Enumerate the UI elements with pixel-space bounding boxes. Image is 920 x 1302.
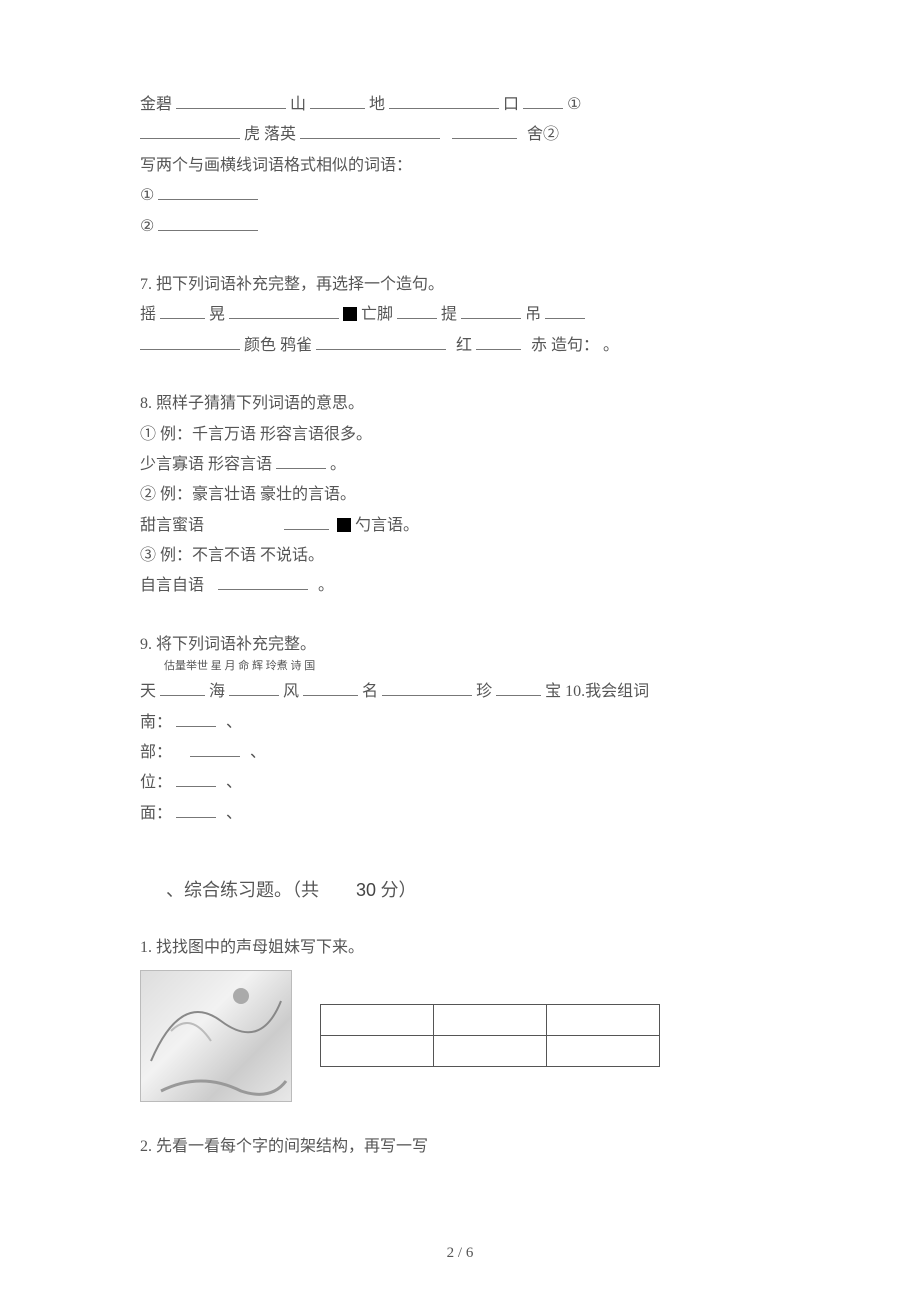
blank [303,682,358,697]
blank [300,125,440,140]
blank [140,125,240,140]
section-header-a: 、综合练习题。（共 [166,880,319,900]
blank [284,515,329,530]
q7-t1: 摇 [140,306,156,323]
s2-title: 2. 先看一看每个字的间架结构，再写一写 [140,1132,780,1162]
q6-ans1-label: ① [140,187,154,204]
blank [461,305,521,320]
blank [176,803,216,818]
section-points: 30 [356,880,376,900]
blank [452,125,517,140]
q9-r4: 面： [140,805,172,822]
s1-answer-table [320,1004,660,1067]
table-cell[interactable] [434,1004,547,1035]
blank [218,576,308,591]
table-cell[interactable] [321,1004,434,1035]
q7-t4: 提 [441,306,457,323]
blank [176,94,286,109]
s1-title: 1. 找找图中的声母姐妹写下来。 [140,933,780,963]
q7-t5: 吊 [525,306,541,323]
q7-title: 7. 把下列词语补充完整，再选择一个造句。 [140,270,780,300]
dot: 、 [250,744,266,761]
blank [382,682,472,697]
blank [476,335,521,350]
q7-l2-t2: 红 [456,337,472,354]
blank [158,186,258,201]
blank [523,94,563,109]
q9-t5: 珍 [476,683,492,700]
blank [229,305,339,320]
q9-t6: 宝 10.我会组词 [545,683,649,700]
blank [316,335,446,350]
q6-l2-w1: 虎 落英 [244,126,296,143]
section-header-b: 分） [381,880,417,900]
dot: 、 [226,714,242,731]
blank [160,305,205,320]
q8-title: 8. 照样子猜猜下列词语的意思。 [140,389,780,419]
table-cell[interactable] [434,1035,547,1066]
q9-r2: 部： [140,744,172,761]
s1-image [140,970,292,1102]
q8-l5: ③ 例：不言不语 不说话。 [140,541,780,571]
q9-t4: 名 [362,683,378,700]
black-square-icon [343,307,357,321]
blank [160,682,205,697]
q8-l6b: 。 [318,577,334,594]
q8-l3: ② 例：豪言壮语 豪壮的言语。 [140,480,780,510]
dot: 、 [226,774,242,791]
q8-l1: ① 例：千言万语 形容言语很多。 [140,420,780,450]
q8-l4b: 勺言语。 [355,517,419,534]
q6-word3: 地 [369,96,385,113]
q6-ans2-label: ② [140,218,154,235]
q9-r3: 位： [140,774,172,791]
blank [389,94,499,109]
q9-r1: 南： [140,714,172,731]
blank [496,682,541,697]
q8-l4a: 甜言蜜语 [140,517,204,534]
q9-t3: 风 [283,683,299,700]
q8-l6a: 自言自语 [140,577,204,594]
q8-l2a: 少言寡语 形容言语 [140,456,272,473]
black-square-icon [337,518,351,532]
q7-l2-t3: 赤 造句： 。 [531,337,619,354]
blank [176,773,216,788]
page-footer: 2 / 6 [0,1245,920,1262]
blank [158,216,258,231]
q6-circle1: ① [567,96,581,113]
blank [545,305,585,320]
table-cell[interactable] [547,1035,660,1066]
blank [176,712,216,727]
blank [397,305,437,320]
q7-t2: 晃 [209,306,225,323]
blank [190,742,240,757]
blank [310,94,365,109]
blank [276,454,326,469]
dot: 、 [226,805,242,822]
q6-word2: 山 [290,96,306,113]
q6-l2-w2: 舍② [527,126,559,143]
blank [229,682,279,697]
q7-t3: 亡脚 [361,306,393,323]
q9-t1: 天 [140,683,156,700]
q6-prompt: 写两个与画横线词语格式相似的词语： [140,151,780,181]
q7-l2-t1: 颜色 鸦雀 [244,337,312,354]
q9-t2: 海 [209,683,225,700]
q8-l2b: 。 [330,456,346,473]
table-cell[interactable] [547,1004,660,1035]
table-cell[interactable] [321,1035,434,1066]
q9-hint: 估量举世 星 月 命 辉 玲煮 诗 国 [164,656,780,677]
q6-word4: 口 [503,96,519,113]
blank [140,335,240,350]
q6-word1: 金碧 [140,96,172,113]
